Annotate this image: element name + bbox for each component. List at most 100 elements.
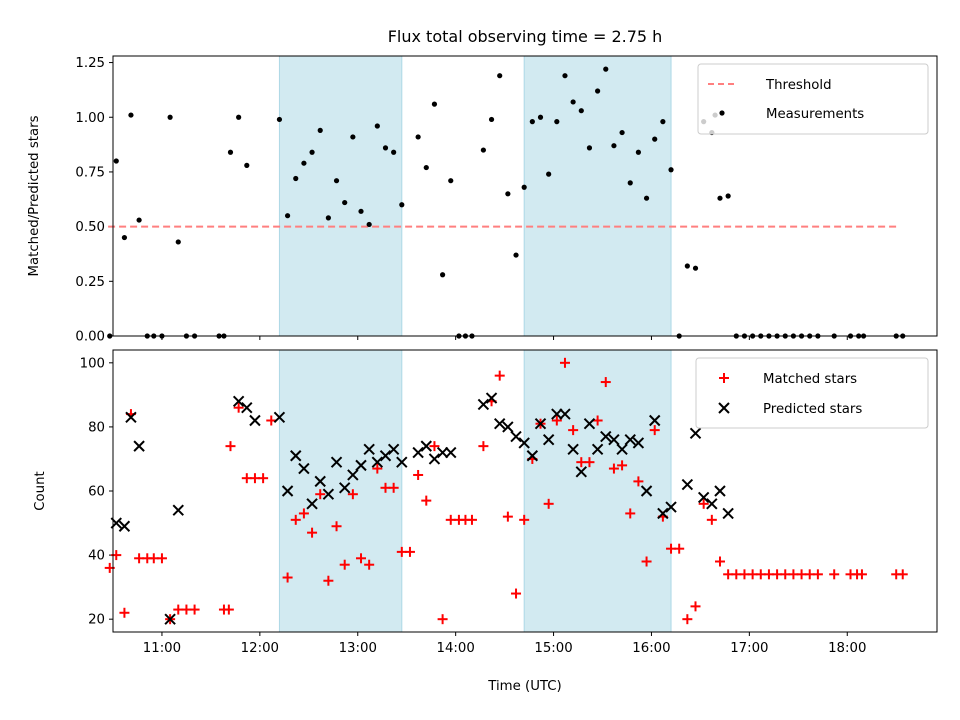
measurement-point: [374, 123, 380, 129]
cross-b: [298, 462, 310, 475]
matched-stars-point: [511, 588, 522, 599]
measurement-point: [415, 134, 421, 140]
measurement-point: [513, 252, 519, 258]
matched-stars-point: [331, 521, 342, 532]
bottom-legend-box: [695, 357, 929, 429]
matched-stars-point: [600, 377, 611, 388]
predicted-stars-point: [616, 443, 628, 456]
predicted-stars-point: [600, 430, 612, 443]
matched-stars-point: [478, 441, 489, 452]
top-ytick-label: 0.75: [75, 165, 105, 180]
cross-b: [249, 414, 261, 427]
xtick-label: 15:00: [534, 641, 572, 656]
bottom-ytick-label: 40: [88, 549, 105, 564]
matched-stars-point: [233, 402, 244, 413]
predicted-stars-point: [689, 427, 702, 440]
measurement-point: [136, 217, 142, 223]
top-legend: Threshold Measurements: [697, 63, 929, 135]
predicted-stars-point: [510, 430, 522, 443]
measurement-point: [586, 145, 593, 151]
cross-b: [485, 392, 498, 404]
legend-cross-marker: [718, 402, 730, 414]
measurement-point: [431, 101, 438, 107]
measurement-point: [276, 116, 283, 123]
matched-stars-point: [298, 508, 309, 519]
predicted-stars-point: [133, 440, 145, 452]
predicted-stars-point: [542, 434, 555, 446]
matched-stars-point: [706, 514, 717, 525]
cross-b: [583, 417, 596, 430]
matched-stars-point: [225, 441, 236, 452]
predicted-stars-point: [494, 417, 506, 430]
matched-stars-point: [641, 556, 652, 567]
measurement-point: [603, 66, 609, 72]
measurement-point: [611, 143, 617, 149]
predicted-stars-point: [697, 491, 710, 504]
matched-stars-point: [568, 425, 579, 436]
cross-b: [273, 411, 286, 424]
bottom-shaded-interval-2: [523, 349, 672, 633]
measurement-point: [391, 149, 397, 155]
cross-b: [125, 411, 137, 424]
predicted-stars-point: [706, 498, 718, 510]
cross-b: [616, 443, 628, 456]
predicted-stars-point: [640, 485, 653, 497]
cross-b: [322, 488, 335, 500]
matched-stars-point: [674, 543, 685, 554]
cross-b: [445, 446, 457, 459]
cross-b: [428, 453, 441, 465]
predicted-stars-point: [567, 443, 579, 456]
measurement-point: [497, 73, 503, 79]
predicted-stars-point: [420, 440, 432, 452]
cross-b: [420, 440, 432, 452]
cross-b: [281, 485, 294, 497]
cross-b: [371, 456, 384, 468]
measurement-point: [175, 239, 181, 245]
measurement-point: [399, 202, 405, 208]
predicted-stars-point: [559, 408, 571, 420]
cross-b: [164, 613, 176, 625]
measurement-point: [692, 265, 699, 271]
cross-b: [697, 491, 710, 504]
matched-stars-point: [494, 370, 505, 381]
bottom-axis-ticks: 20 40 60 80 100 11:00 12:00 13:00 14:00 15:00 16:0…: [80, 356, 867, 656]
legend-measurements-label: Measurements: [766, 107, 864, 122]
measurement-point: [317, 127, 323, 133]
xtick-label: 14:00: [436, 641, 474, 656]
measurement-point: [128, 112, 134, 118]
predicted-stars-point: [649, 414, 661, 427]
cross-b: [347, 469, 359, 481]
predicted-stars-point: [445, 446, 457, 459]
measurement-point: [107, 333, 113, 339]
measurement-point: [529, 119, 535, 125]
measurement-point: [578, 108, 584, 114]
measurement-point: [342, 199, 348, 206]
matched-stars-point: [829, 569, 840, 580]
cross-b: [379, 450, 392, 462]
measurement-point: [684, 263, 690, 269]
matched-stars-point: [698, 498, 709, 509]
matched-stars-point: [282, 572, 293, 583]
matched-stars-point: [437, 614, 448, 625]
xtick-label: 18:00: [828, 641, 866, 656]
cross-b: [436, 446, 449, 459]
legend-predicted-swatch: [718, 402, 730, 414]
predicted-stars-point: [249, 414, 261, 427]
cross-b: [232, 395, 245, 407]
measurement-point: [440, 272, 446, 278]
cross-b: [502, 421, 514, 433]
measurement-point: [244, 162, 250, 168]
matched-stars-point: [649, 425, 660, 436]
measurement-point: [325, 215, 331, 221]
cross-b: [600, 430, 612, 443]
predicted-stars-point: [232, 395, 245, 407]
matched-stars-point: [413, 469, 424, 480]
measurement-point: [167, 114, 173, 120]
measurement-point: [366, 221, 372, 228]
measurement-point: [570, 99, 576, 105]
cross-b: [608, 434, 620, 446]
xtick-label: 16:00: [632, 641, 670, 656]
predicted-stars-point: [624, 434, 636, 446]
predicted-stars-point: [298, 462, 310, 475]
predicted-stars-point: [322, 488, 335, 500]
